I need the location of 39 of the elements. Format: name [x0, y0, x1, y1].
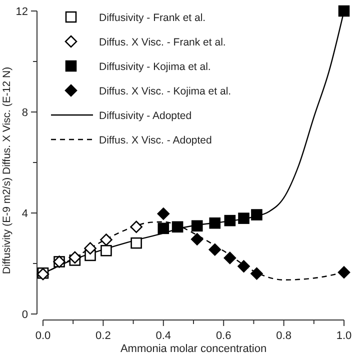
y-axis-title: Diffusivity (E-9 m2/s) Diffus. X Visc. (E-12 N)	[1, 66, 13, 274]
point	[100, 234, 112, 246]
y-tick-label: 4	[22, 208, 28, 220]
point	[157, 208, 170, 220]
x-tick-label: 1.0	[336, 330, 352, 342]
x-tick-label: 0.6	[216, 330, 232, 342]
y-tick-label: 12	[16, 6, 28, 18]
legend-label: Diffus. X Visc. - Adopted	[99, 134, 212, 146]
point	[100, 244, 112, 256]
point	[250, 267, 263, 280]
point	[208, 243, 222, 256]
x-tick-label: 0.2	[96, 330, 111, 342]
point	[190, 233, 204, 246]
point	[251, 209, 262, 220]
point	[158, 222, 170, 234]
point	[130, 220, 142, 234]
point	[209, 217, 221, 229]
legend-label: Diffus. X Visc. - Frank et al.	[99, 36, 226, 48]
point	[338, 266, 350, 278]
point	[338, 5, 350, 17]
legend-label: Diffusivity - Adopted	[99, 110, 192, 122]
x-tick-label: 0.8	[276, 330, 292, 342]
point	[84, 242, 96, 254]
point	[238, 212, 250, 224]
point	[224, 252, 236, 264]
x-tick-label: 0.4	[156, 330, 172, 342]
x-tick-label: 0.0	[35, 330, 51, 342]
point	[224, 214, 236, 226]
point	[191, 220, 203, 232]
y-tick-label: 8	[22, 107, 28, 119]
legend-label: Diffus. X Visc. - Kojima et al.	[99, 86, 232, 98]
legend-label: Diffusivity - Kojima et al.	[99, 61, 211, 73]
x-axis-title: Ammonia molar concentration	[120, 343, 267, 354]
point	[172, 221, 184, 233]
legend-label: Diffusivity - Frank et al.	[99, 12, 206, 24]
point	[130, 237, 142, 249]
y-tick-label: 0	[22, 309, 28, 321]
point	[68, 251, 82, 264]
point	[238, 260, 250, 272]
